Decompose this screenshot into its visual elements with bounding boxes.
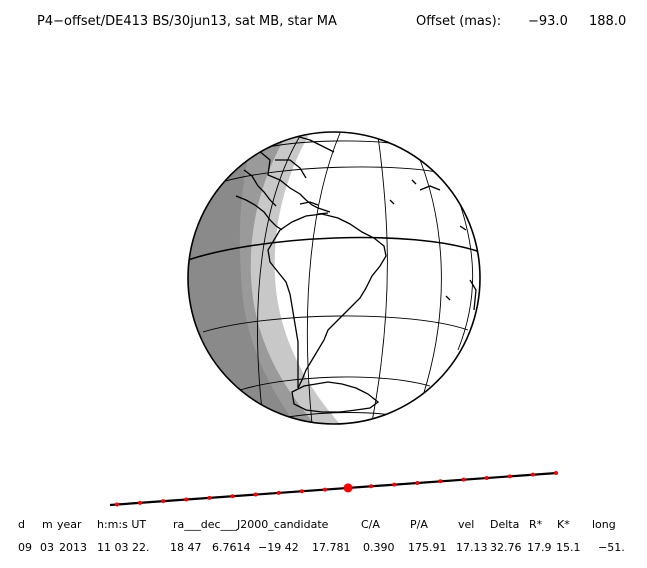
val-long: −51. bbox=[598, 541, 625, 554]
track-point bbox=[554, 471, 558, 475]
offset-x-value: −93.0 bbox=[528, 14, 568, 29]
track-point-current bbox=[343, 483, 353, 493]
val-year: 2013 bbox=[59, 541, 87, 554]
val-m: 03 bbox=[40, 541, 54, 554]
track-points bbox=[115, 471, 558, 507]
val-dec: −19 42 bbox=[258, 541, 299, 554]
globe-outline bbox=[187, 131, 481, 425]
track-point bbox=[484, 475, 489, 480]
track-point bbox=[276, 490, 281, 495]
occultation-track bbox=[109, 471, 558, 507]
offset-y-value: 188.0 bbox=[589, 14, 627, 29]
track-point bbox=[230, 494, 235, 499]
col-radec: ra___dec___J2000_candidate bbox=[173, 518, 329, 531]
track-point bbox=[392, 482, 397, 487]
track-point bbox=[415, 480, 420, 485]
track-point bbox=[115, 502, 119, 507]
coastlines bbox=[235, 135, 477, 413]
val-pa: 175.91 bbox=[408, 541, 447, 554]
val-delta: 32.76 bbox=[490, 541, 522, 554]
val-d: 09 bbox=[18, 541, 32, 554]
track-point bbox=[207, 495, 212, 500]
offset-label: Offset (mas): bbox=[416, 14, 502, 29]
val-time: 11 03 22. bbox=[97, 541, 150, 554]
val-r: 17.9 bbox=[527, 541, 552, 554]
val-vel: 17.13 bbox=[456, 541, 488, 554]
col-time: h:m:s UT bbox=[97, 518, 147, 531]
val-ra-sec: 6.7614 bbox=[212, 541, 251, 554]
track-point bbox=[253, 492, 258, 497]
col-k: K* bbox=[557, 518, 570, 531]
val-ra: 18 47 bbox=[170, 541, 202, 554]
track-point bbox=[369, 484, 374, 489]
col-vel: vel bbox=[458, 518, 475, 531]
track-point bbox=[530, 472, 535, 477]
track-point bbox=[161, 499, 166, 504]
col-r: R* bbox=[529, 518, 543, 531]
plot-title: P4−offset/DE413 BS/30jun13, sat MB, star… bbox=[37, 14, 337, 29]
track-point bbox=[138, 500, 143, 505]
val-dec-sec: 17.781 bbox=[312, 541, 351, 554]
track-point bbox=[184, 497, 189, 502]
track-point bbox=[438, 479, 443, 484]
track-point bbox=[507, 474, 512, 479]
track-point bbox=[322, 487, 327, 492]
col-d: d bbox=[18, 518, 25, 531]
track-point bbox=[461, 477, 466, 482]
col-long: long bbox=[592, 518, 616, 531]
col-m: m bbox=[42, 518, 53, 531]
val-k: 15.1 bbox=[556, 541, 581, 554]
col-ca: C/A bbox=[361, 518, 380, 531]
col-pa: P/A bbox=[410, 518, 428, 531]
globe-body bbox=[188, 132, 480, 424]
track-point bbox=[299, 489, 304, 494]
col-delta: Delta bbox=[490, 518, 520, 531]
val-ca: 0.390 bbox=[363, 541, 395, 554]
col-year: year bbox=[57, 518, 82, 531]
